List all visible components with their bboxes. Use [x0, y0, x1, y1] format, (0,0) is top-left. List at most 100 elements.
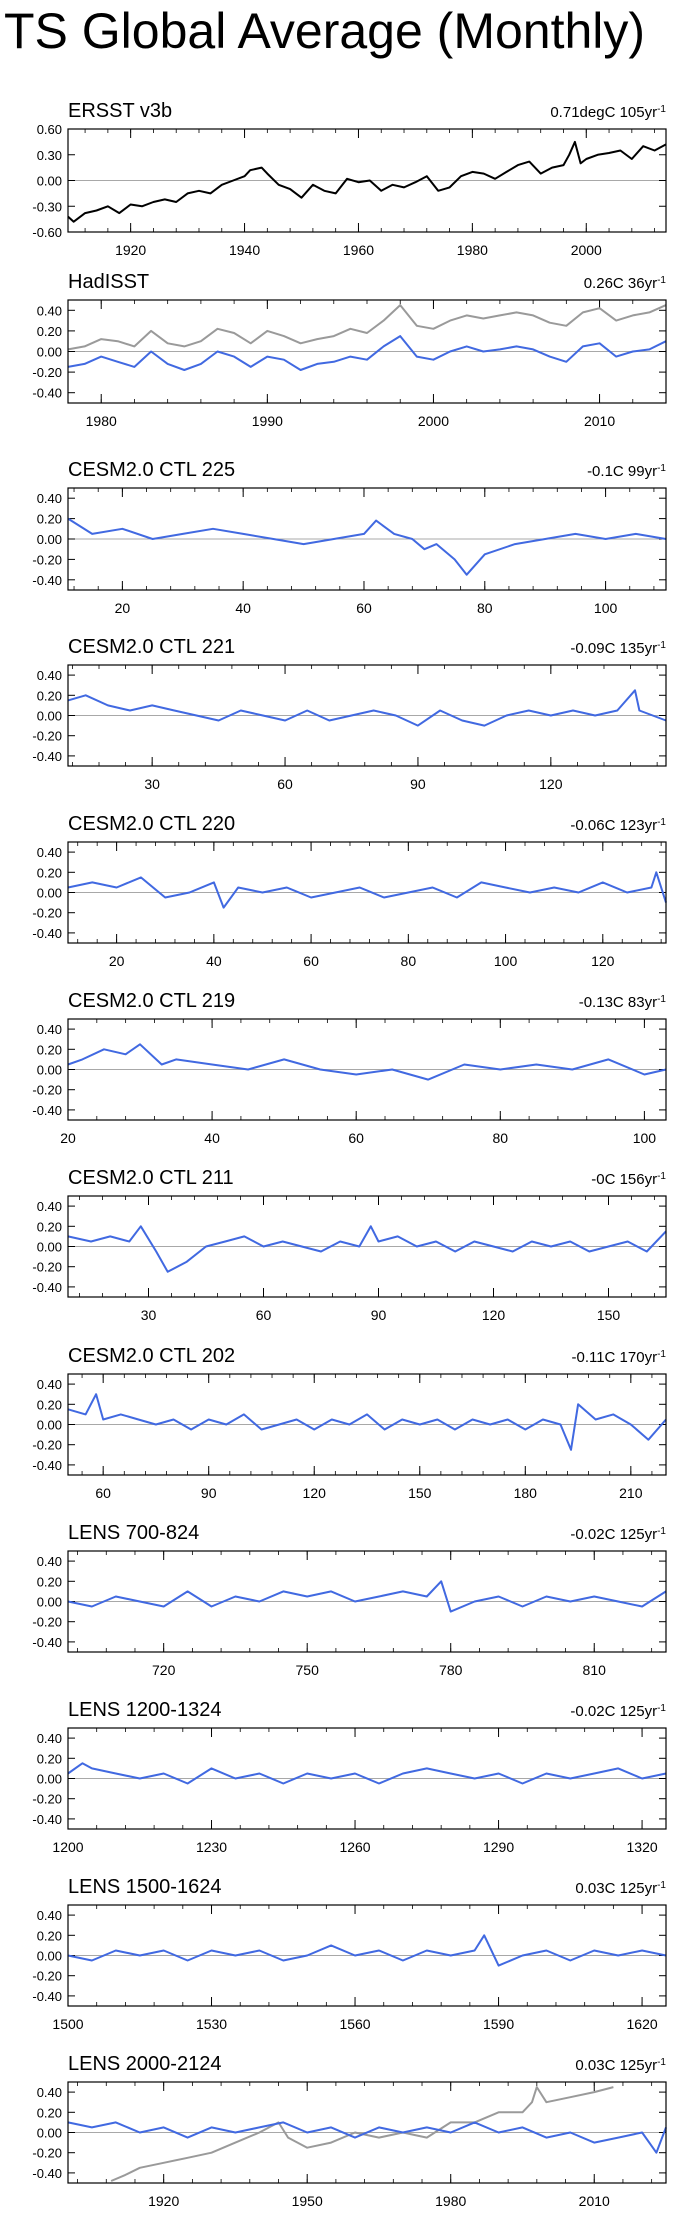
- series-line: [67, 517, 667, 576]
- y-tick-label: -0.40: [32, 1280, 62, 1295]
- y-tick-label: -0.20: [32, 729, 62, 744]
- y-tick-label: 0.20: [37, 1397, 62, 1412]
- chart-panel-7: CESM2.0 CTL 211 -0C 156yr-1 -0.40 -0.20 0.00…: [32, 1167, 667, 1323]
- plot-frame: [67, 841, 667, 944]
- trend-annotation: -0.11C 170yr-1: [571, 1349, 666, 1367]
- x-tick-label: 1620: [627, 2016, 658, 2032]
- y-tick-label: 0.00: [37, 1949, 62, 1964]
- series-line: [67, 1043, 667, 1081]
- x-tick-label: 2000: [571, 242, 602, 258]
- series-line: [67, 304, 667, 351]
- trend-annotation-exponent: -1: [657, 1703, 666, 1714]
- x-tick-label: 1980: [86, 413, 117, 429]
- x-tick-label: 750: [296, 1662, 320, 1678]
- series-line: [67, 2121, 667, 2154]
- y-tick-label: 0.30: [37, 148, 62, 163]
- plot-frame: [67, 1904, 667, 2007]
- chart-panel-9: LENS 700-824 -0.02C 125yr-1 -0.40 -0.20 0.00…: [32, 1522, 667, 1678]
- trend-annotation: 0.03C 125yr-1: [575, 2057, 666, 2075]
- trend-annotation-exponent: -1: [657, 275, 666, 286]
- chart-panel-1: ERSST v3b 0.71degC 105yr-1 -0.60 -0.30 0.00 0…: [32, 100, 667, 258]
- chart-panel-3: CESM2.0 CTL 225 -0.1C 99yr-1 -0.40 -0.20 0.0…: [32, 459, 667, 616]
- y-tick-label: -0.40: [32, 1635, 62, 1650]
- x-tick-label: 1920: [115, 242, 146, 258]
- y-tick-label: 0.20: [37, 1928, 62, 1943]
- series-line: [67, 871, 667, 909]
- x-tick-label: 2000: [418, 413, 449, 429]
- x-tick-label: 1560: [339, 2016, 370, 2032]
- y-tick-label: 0.20: [37, 1574, 62, 1589]
- y-tick-label: 0.00: [37, 2126, 62, 2141]
- series-line: [110, 2086, 614, 2182]
- x-tick-label: 720: [152, 1662, 176, 1678]
- panel-title: CESM2.0 CTL 211: [68, 1167, 234, 1189]
- panel-title: CESM2.0 CTL 220: [68, 813, 235, 835]
- plot-frame: [67, 1550, 667, 1653]
- y-tick-label: -0.60: [32, 225, 62, 240]
- y-tick-label: -0.40: [32, 926, 62, 941]
- x-tick-label: 20: [109, 953, 125, 969]
- y-tick-label: -0.20: [32, 1260, 62, 1275]
- y-tick-label: -0.20: [32, 906, 62, 921]
- x-tick-label: 1590: [483, 2016, 514, 2032]
- y-tick-label: 0.20: [37, 1042, 62, 1057]
- trend-annotation-exponent: -1: [657, 994, 666, 1005]
- x-tick-label: 1230: [196, 1839, 227, 1855]
- x-tick-label: 100: [633, 1130, 657, 1146]
- chart-panel-12: LENS 2000-2124 0.03C 125yr-1 -0.40 -0.20 0.0…: [32, 2053, 667, 2209]
- series-line: [67, 140, 667, 223]
- y-tick-label: -0.40: [32, 573, 62, 588]
- trend-annotation: -0.1C 99yr-1: [587, 463, 666, 481]
- x-tick-label: 100: [494, 953, 518, 969]
- x-tick-label: 80: [477, 600, 493, 616]
- chart-panel-5: CESM2.0 CTL 220 -0.06C 123yr-1 -0.40 -0.20 0…: [32, 813, 667, 969]
- trend-annotation-exponent: -1: [657, 1880, 666, 1891]
- y-tick-label: 0.00: [37, 709, 62, 724]
- x-tick-label: 40: [204, 1130, 220, 1146]
- trend-annotation: -0.02C 125yr-1: [570, 1703, 666, 1721]
- y-tick-label: 0.40: [37, 1554, 62, 1569]
- page-title: TS Global Average (Monthly): [4, 3, 646, 59]
- x-tick-label: 120: [591, 953, 615, 969]
- x-tick-label: 90: [201, 1485, 217, 1501]
- chart-panel-2: HadISST 0.26C 36yr-1 -0.40 -0.20 0.00 0.20 0.4…: [32, 271, 667, 429]
- y-tick-label: 0.40: [37, 1199, 62, 1214]
- panel-title: CESM2.0 CTL 221: [68, 636, 235, 658]
- panel-title: LENS 2000-2124: [68, 2053, 221, 2075]
- x-tick-label: 1960: [343, 242, 374, 258]
- series-line: [67, 1934, 667, 1967]
- panel-title: LENS 700-824: [68, 1522, 199, 1544]
- x-tick-label: 1320: [627, 1839, 658, 1855]
- y-tick-label: -0.40: [32, 1989, 62, 2004]
- y-tick-label: 0.00: [37, 1240, 62, 1255]
- x-tick-label: 150: [597, 1307, 621, 1323]
- plot-frame: [67, 1018, 667, 1121]
- panel-title: ERSST v3b: [68, 100, 172, 122]
- y-tick-label: -0.20: [32, 1969, 62, 1984]
- trend-annotation-exponent: -1: [657, 1171, 666, 1182]
- plot-frame: [67, 1195, 667, 1298]
- y-tick-label: -0.20: [32, 1083, 62, 1098]
- x-tick-label: 120: [539, 776, 563, 792]
- trend-annotation-exponent: -1: [657, 640, 666, 651]
- y-tick-label: -0.20: [32, 1438, 62, 1453]
- y-tick-label: 0.20: [37, 2105, 62, 2120]
- plot-frame: [67, 128, 667, 233]
- x-tick-label: 60: [95, 1485, 111, 1501]
- x-tick-label: 1530: [196, 2016, 227, 2032]
- panel-title: CESM2.0 CTL 225: [68, 459, 235, 481]
- series-line: [67, 689, 667, 727]
- trend-annotation-exponent: -1: [657, 817, 666, 828]
- y-tick-label: 0.40: [37, 845, 62, 860]
- trend-annotation: -0.02C 125yr-1: [570, 1526, 666, 1544]
- trend-annotation: -0.13C 83yr-1: [579, 994, 667, 1012]
- x-tick-label: 1500: [52, 2016, 83, 2032]
- y-tick-label: -0.20: [32, 1792, 62, 1807]
- y-tick-label: -0.40: [32, 386, 62, 401]
- trend-annotation: -0.06C 123yr-1: [570, 817, 666, 835]
- y-tick-label: 0.00: [37, 1418, 62, 1433]
- x-tick-label: 1990: [252, 413, 283, 429]
- plot-frame: [67, 299, 667, 404]
- panel-title: CESM2.0 CTL 219: [68, 990, 235, 1012]
- y-tick-label: 0.40: [37, 491, 62, 506]
